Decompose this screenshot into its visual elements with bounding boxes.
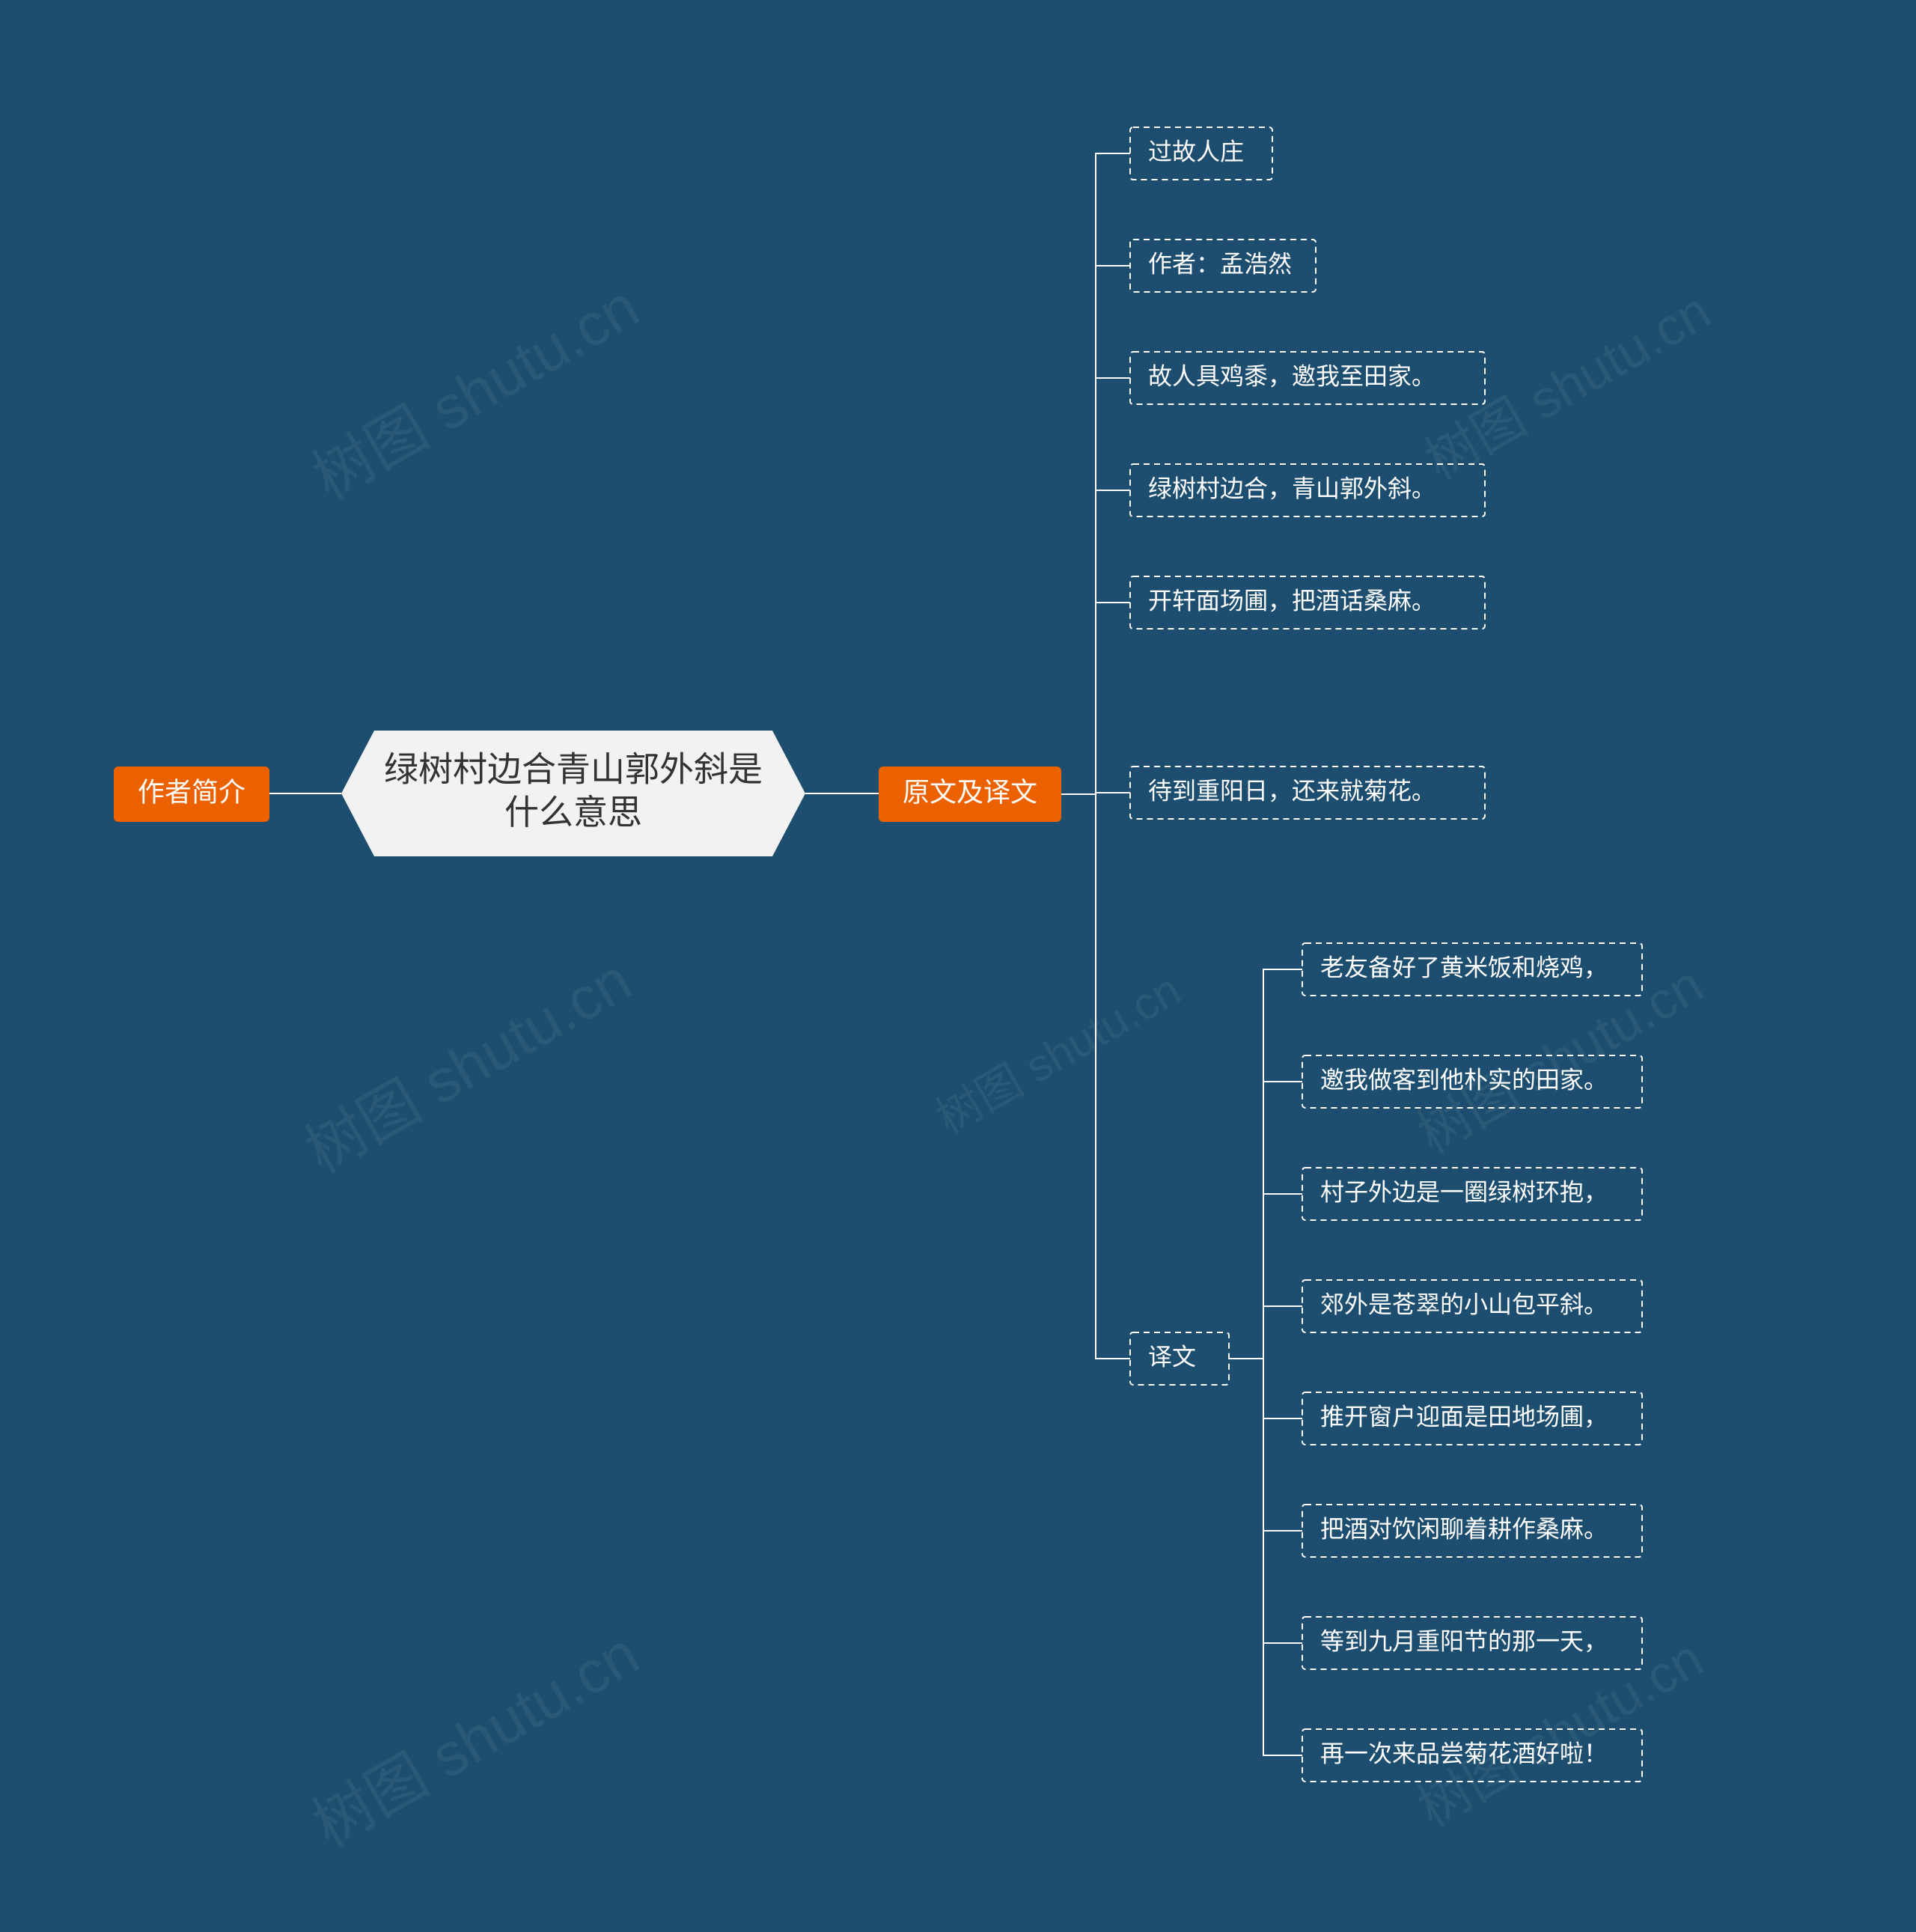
leaf-t7[interactable]: 等到九月重阳节的那一天， bbox=[1302, 1617, 1642, 1669]
leaf-author[interactable]: 作者：孟浩然 bbox=[1130, 240, 1316, 292]
root-node-label-1: 什么意思 bbox=[504, 793, 642, 832]
branch-orig-trans-label: 原文及译文 bbox=[903, 777, 1037, 808]
root-node-label-0: 绿树村边合青山郭外斜是 bbox=[384, 749, 763, 788]
leaf-translation-label: 译文 bbox=[1148, 1343, 1196, 1370]
leaf-t1-label: 老友备好了黄米饭和烧鸡， bbox=[1320, 954, 1608, 981]
leaf-t4[interactable]: 郊外是苍翠的小山包平斜。 bbox=[1302, 1280, 1642, 1332]
leaf-line3[interactable]: 开轩面场圃，把酒话桑麻。 bbox=[1130, 576, 1485, 629]
leaf-line2[interactable]: 绿树村边合，青山郭外斜。 bbox=[1130, 464, 1485, 516]
leaf-title[interactable]: 过故人庄 bbox=[1130, 127, 1272, 180]
branch-author-intro-label: 作者简介 bbox=[138, 777, 245, 808]
leaf-t5-label: 推开窗户迎面是田地场圃， bbox=[1320, 1403, 1608, 1430]
leaf-t8[interactable]: 再一次来品尝菊花酒好啦！ bbox=[1302, 1729, 1642, 1782]
leaf-t6-label: 把酒对饮闲聊着耕作桑麻。 bbox=[1320, 1515, 1608, 1542]
leaf-t7-label: 等到九月重阳节的那一天， bbox=[1320, 1627, 1608, 1654]
leaf-line1-label: 故人具鸡黍，邀我至田家。 bbox=[1148, 362, 1436, 389]
branch-orig-trans[interactable]: 原文及译文 bbox=[879, 767, 1061, 822]
leaf-title-label: 过故人庄 bbox=[1148, 138, 1244, 165]
leaf-t4-label: 郊外是苍翠的小山包平斜。 bbox=[1320, 1290, 1608, 1317]
root-node[interactable]: 绿树村边合青山郭外斜是什么意思 bbox=[341, 731, 805, 856]
leaf-t2-label: 邀我做客到他朴实的田家。 bbox=[1320, 1066, 1608, 1093]
leaf-t3-label: 村子外边是一圈绿树环抱， bbox=[1320, 1178, 1608, 1205]
leaf-author-label: 作者：孟浩然 bbox=[1148, 250, 1292, 277]
leaf-line2-label: 绿树村边合，青山郭外斜。 bbox=[1148, 475, 1436, 502]
leaf-translation[interactable]: 译文 bbox=[1130, 1332, 1229, 1385]
leaf-t6[interactable]: 把酒对饮闲聊着耕作桑麻。 bbox=[1302, 1505, 1642, 1557]
leaf-t5[interactable]: 推开窗户迎面是田地场圃， bbox=[1302, 1392, 1642, 1445]
branch-author-intro[interactable]: 作者简介 bbox=[114, 767, 269, 822]
leaf-line1[interactable]: 故人具鸡黍，邀我至田家。 bbox=[1130, 352, 1485, 404]
leaf-t3[interactable]: 村子外边是一圈绿树环抱， bbox=[1302, 1168, 1642, 1220]
leaf-line4-label: 待到重阳日，还来就菊花。 bbox=[1148, 777, 1436, 804]
leaf-t1[interactable]: 老友备好了黄米饭和烧鸡， bbox=[1302, 943, 1642, 996]
mindmap-svg: 绿树村边合青山郭外斜是什么意思 作者简介 原文及译文 过故人庄作者：孟浩然故人具鸡黍，… bbox=[0, 0, 1916, 1932]
leaf-t2[interactable]: 邀我做客到他朴实的田家。 bbox=[1302, 1055, 1642, 1108]
leaf-t8-label: 再一次来品尝菊花酒好啦！ bbox=[1320, 1740, 1608, 1767]
leaf-line4[interactable]: 待到重阳日，还来就菊花。 bbox=[1130, 767, 1485, 819]
leaf-line3-label: 开轩面场圃，把酒话桑麻。 bbox=[1148, 587, 1436, 614]
